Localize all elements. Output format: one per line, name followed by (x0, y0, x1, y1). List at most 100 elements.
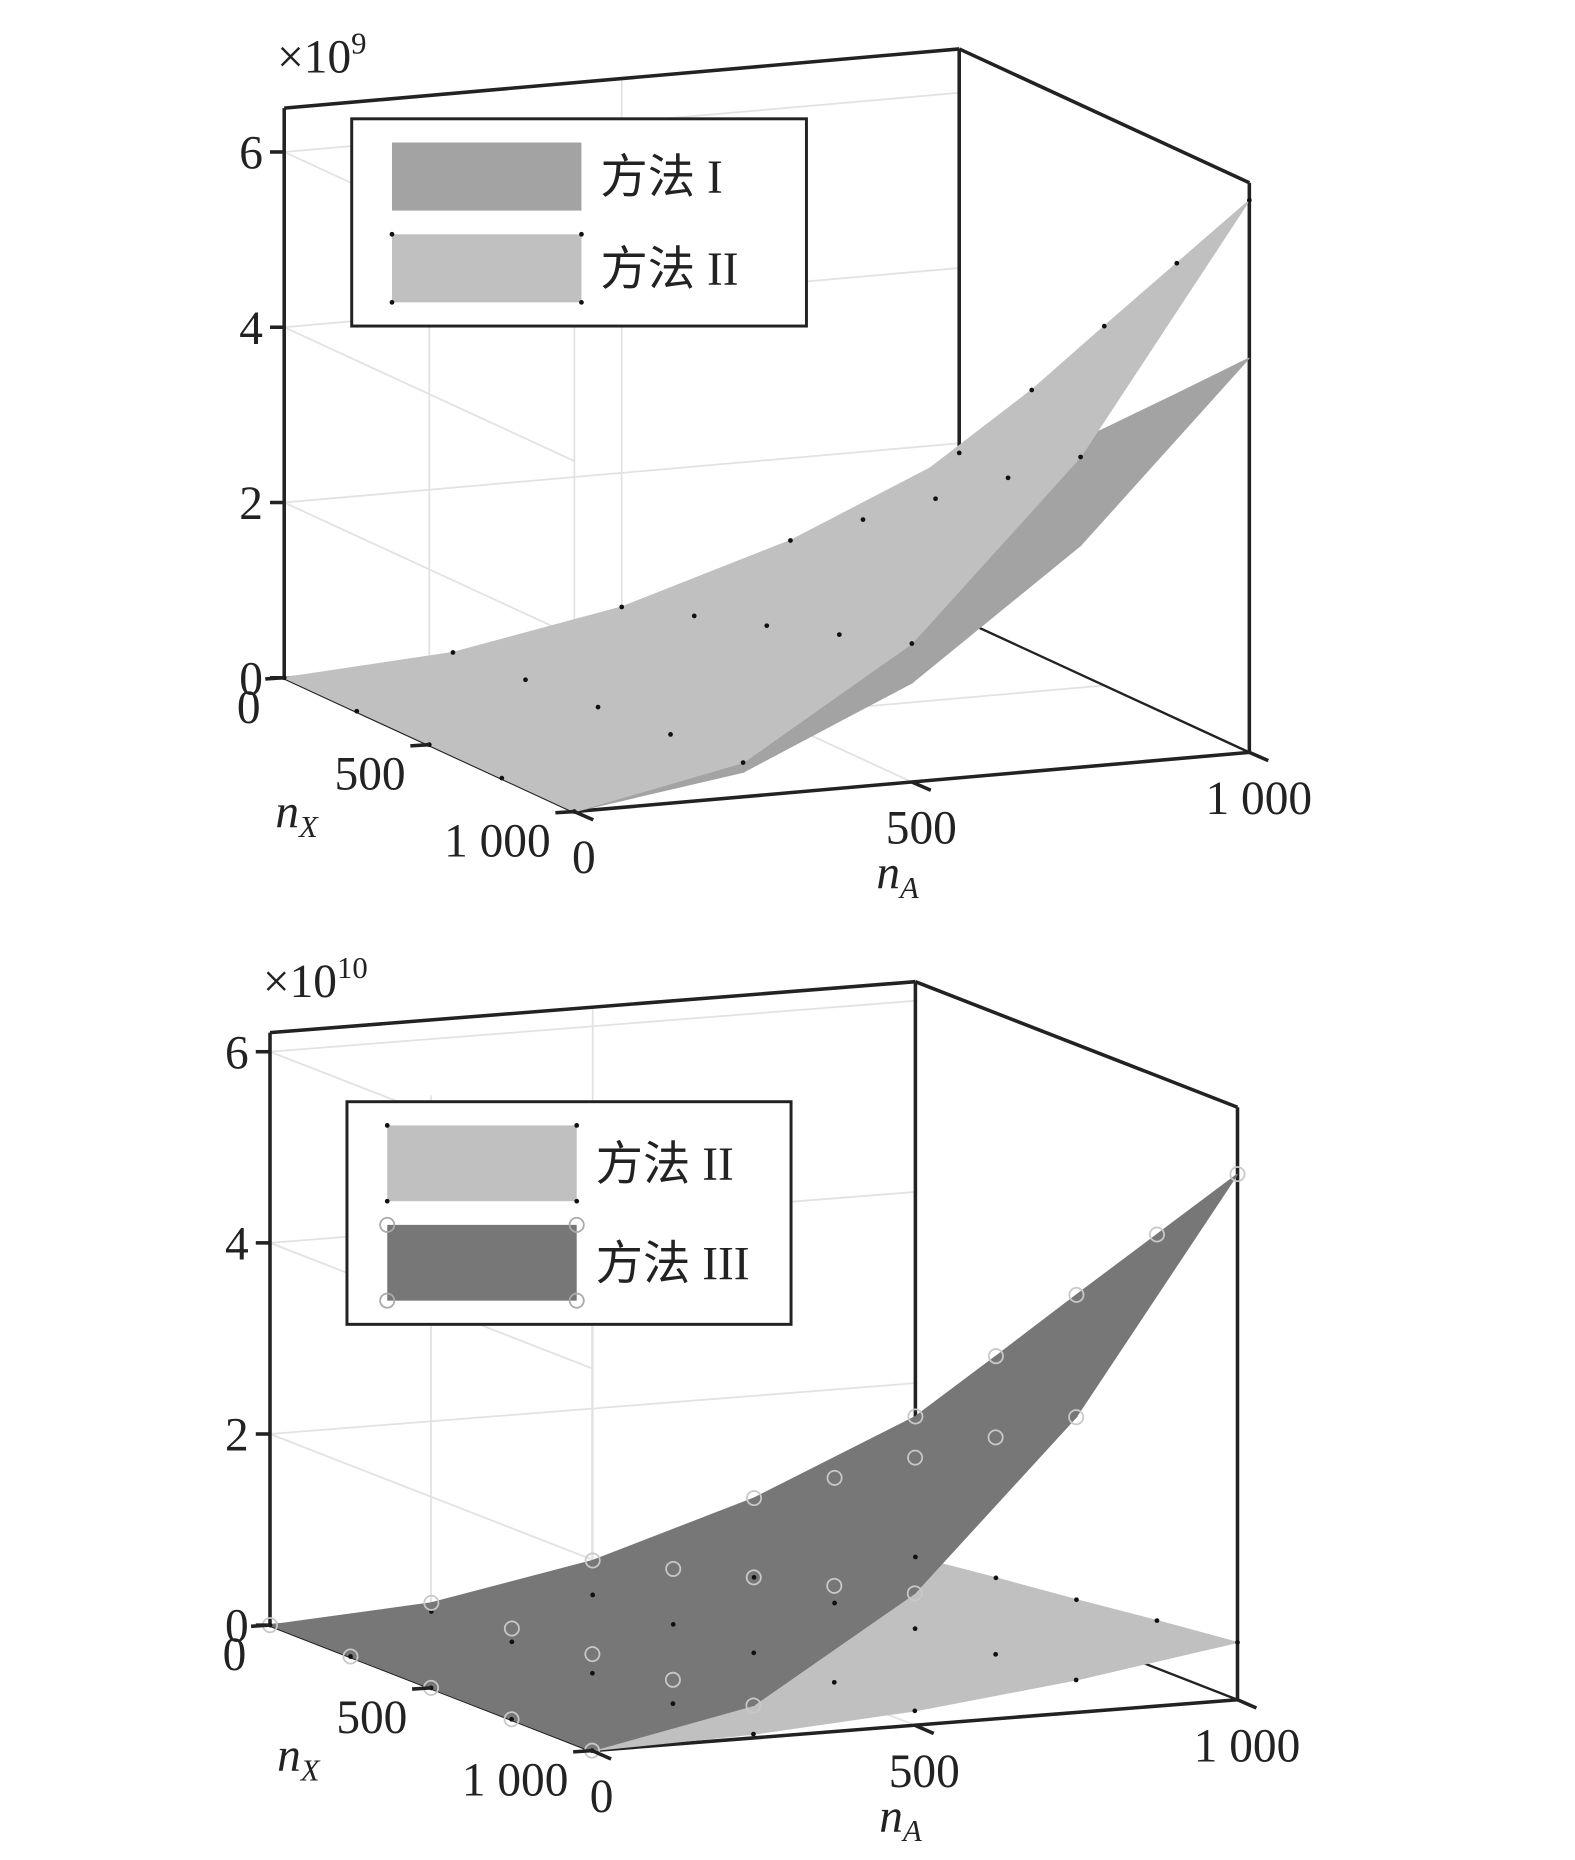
data-point (764, 623, 770, 629)
legend-marker (579, 300, 584, 305)
data-point (509, 1639, 515, 1645)
data-point (1246, 197, 1252, 203)
scale-label-exponent: 9 (351, 27, 366, 61)
legend-swatch (387, 1224, 577, 1301)
x-tick-label: 1 000 (1194, 1720, 1301, 1772)
tick-mark (1236, 1698, 1258, 1710)
legend-marker (384, 1123, 390, 1128)
legend-marker (579, 231, 584, 237)
scale-label-base: ×10 (263, 956, 337, 1008)
y-tick-label: 0 (237, 682, 261, 734)
box-edge (958, 47, 1251, 185)
legend-marker (384, 1198, 390, 1204)
data-point (670, 1621, 676, 1627)
data-point (740, 760, 746, 765)
data-point (354, 708, 360, 714)
data-point (1235, 1640, 1240, 1645)
data-point (1074, 1597, 1079, 1603)
data-point (907, 1449, 924, 1466)
tick-mark (265, 675, 285, 681)
scale-label-exponent: 10 (337, 951, 368, 985)
tick-mark (1248, 750, 1270, 763)
legend-label: 方法 II (596, 1139, 734, 1191)
data-point (909, 641, 915, 646)
data-point (912, 1626, 918, 1632)
data-point (450, 650, 456, 655)
y-tick-label: 500 (336, 1692, 407, 1744)
data-point (342, 1648, 359, 1665)
x-axis-label-main: n (876, 848, 900, 900)
data-point (590, 1670, 595, 1676)
data-point (745, 1569, 762, 1586)
y-axis-label: nX (277, 1730, 321, 1787)
legend-marker (389, 300, 395, 305)
data-point (1078, 454, 1083, 460)
data-point (987, 1429, 1004, 1446)
legend-swatch (387, 1125, 577, 1202)
data-point (595, 704, 601, 710)
data-point (751, 1575, 757, 1580)
box-edge (914, 980, 1239, 1109)
box-edge (284, 47, 960, 110)
tick-mark (573, 809, 595, 822)
z-tick-label: 4 (239, 303, 263, 355)
data-point (1005, 475, 1011, 481)
box-edge (269, 979, 916, 1035)
data-point (523, 677, 528, 683)
data-point (665, 1560, 682, 1577)
z-tick-label: 2 (239, 478, 263, 530)
legend-swatch (391, 142, 582, 211)
data-point (1073, 1677, 1079, 1683)
legend-marker (568, 1292, 585, 1309)
box-edge (958, 617, 1250, 754)
surface-patch (994, 1173, 1238, 1439)
tick-mark (410, 742, 430, 748)
data-point (746, 1490, 763, 1507)
tick-mark (573, 1748, 593, 1754)
data-point (933, 496, 938, 502)
legend-label: 方法 I (600, 152, 722, 204)
data-point (1229, 1166, 1246, 1183)
data-point (348, 1654, 353, 1659)
data-point (668, 732, 673, 737)
y-axis-label-main: n (277, 1730, 301, 1782)
data-point (788, 538, 793, 543)
data-point (956, 450, 962, 456)
x-axis-label-sub: A (898, 871, 919, 905)
x-tick-label: 0 (590, 1771, 614, 1823)
data-point (826, 1469, 843, 1486)
tick-mark (914, 1723, 935, 1736)
data-point (503, 1620, 520, 1637)
data-point (912, 1708, 918, 1714)
data-point (1101, 323, 1107, 329)
scale-label: ×1010 (263, 951, 368, 1008)
data-point (499, 775, 505, 781)
data-point (664, 1671, 681, 1688)
x-axis-label: nA (876, 848, 919, 905)
data-point (1068, 1286, 1085, 1303)
scale-label: ×109 (277, 27, 366, 84)
legend-marker (389, 231, 395, 237)
surface-patch (509, 1679, 756, 1752)
data-point (590, 1592, 596, 1598)
legend-marker (379, 1216, 396, 1233)
y-axis-label-sub: X (299, 1753, 321, 1787)
data-point (503, 1711, 520, 1728)
x-axis-label: nA (879, 1791, 922, 1848)
data-point (751, 1650, 757, 1656)
x-tick-label: 500 (889, 1746, 960, 1798)
data-point (1174, 260, 1180, 266)
tick-mark (411, 1686, 432, 1691)
x-axis-label-main: n (879, 1791, 903, 1843)
data-point (670, 1701, 676, 1707)
data-point (907, 1408, 924, 1425)
z-tick-label: 6 (225, 1027, 249, 1079)
tick-mark (555, 809, 575, 815)
data-point (831, 1679, 837, 1685)
data-point (691, 613, 697, 619)
z-tick-label: 2 (225, 1410, 249, 1462)
legend-marker (379, 1292, 396, 1309)
y-tick-label: 1 000 (462, 1755, 569, 1807)
